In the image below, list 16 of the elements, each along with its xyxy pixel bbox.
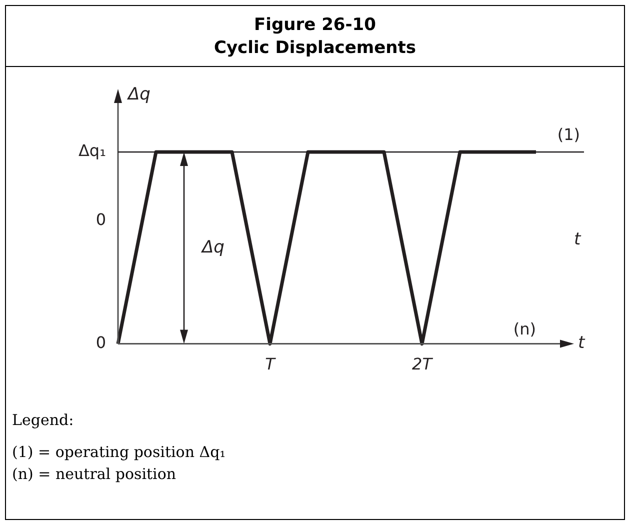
chart-title: Figure 26-10 bbox=[253, 14, 377, 37]
x-tick-label: T bbox=[265, 354, 276, 374]
text: Legend: bbox=[12, 410, 75, 431]
annotation: (n) bbox=[513, 320, 536, 339]
text: 0 bbox=[96, 210, 106, 230]
chart-subtitle: Cyclic Displacements bbox=[212, 37, 417, 60]
text: Δq₁ bbox=[78, 141, 106, 160]
x-axis-title: t bbox=[578, 333, 586, 354]
x-tick-label: 2T bbox=[412, 354, 434, 374]
text: (n) = neutral position bbox=[12, 464, 178, 485]
ref-line-label: (1) bbox=[557, 125, 580, 144]
text: (1) = operating position Δq₁ bbox=[12, 442, 227, 463]
y-axis-title: Δq bbox=[126, 84, 151, 104]
annotation: Δq bbox=[200, 237, 225, 258]
annotation: t bbox=[574, 230, 582, 250]
text: 0 bbox=[96, 332, 106, 352]
